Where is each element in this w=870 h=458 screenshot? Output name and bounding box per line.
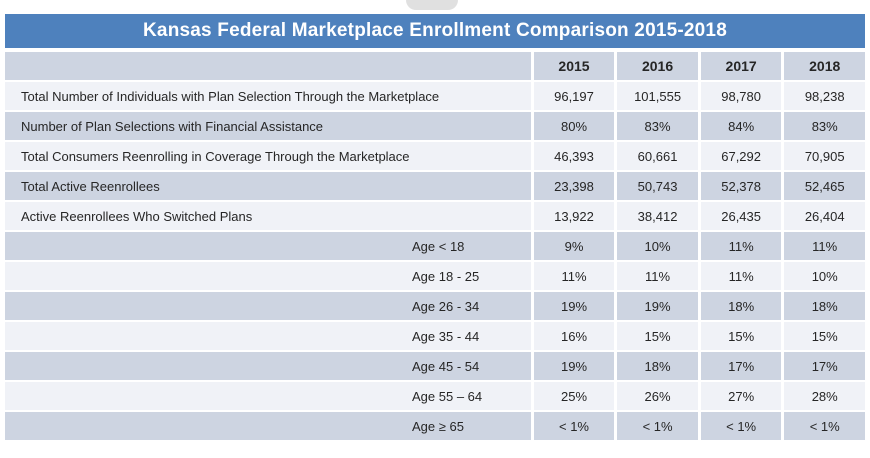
value-cell: < 1% <box>700 412 782 440</box>
value-cell: 11% <box>784 232 865 260</box>
value-cell: 15% <box>700 322 782 350</box>
value-cell: 18% <box>617 352 698 380</box>
value-cell: 84% <box>700 112 782 140</box>
year-header-row: 2015 2016 2017 2018 <box>5 52 865 80</box>
age-row-label: Age 35 - 44 <box>5 322 531 350</box>
value-cell: 46,393 <box>533 142 615 170</box>
value-cell: 11% <box>617 262 698 290</box>
background-artifact <box>406 0 458 10</box>
table-row: Age 55 – 64 25% 26% 27% 28% <box>5 382 865 410</box>
metric-row-label: Total Consumers Reenrolling in Coverage … <box>5 142 531 170</box>
year-header-2015: 2015 <box>533 52 615 80</box>
metric-row-label: Total Active Reenrollees <box>5 172 531 200</box>
metric-row-label: Active Reenrollees Who Switched Plans <box>5 202 531 230</box>
age-row-label: Age 55 – 64 <box>5 382 531 410</box>
enrollment-comparison-table: 2015 2016 2017 2018 Total Number of Individ… <box>2 50 868 442</box>
table-row: Total Consumers Reenrolling in Coverage … <box>5 142 865 170</box>
value-cell: 11% <box>700 232 782 260</box>
table-row: Total Active Reenrollees 23,398 50,743 52,3… <box>5 172 865 200</box>
table-row: Active Reenrollees Who Switched Plans 13,… <box>5 202 865 230</box>
value-cell: 70,905 <box>784 142 865 170</box>
table-row: Age 45 - 54 19% 18% 17% 17% <box>5 352 865 380</box>
value-cell: 19% <box>617 292 698 320</box>
age-row-label: Age 45 - 54 <box>5 352 531 380</box>
value-cell: 50,743 <box>617 172 698 200</box>
value-cell: 96,197 <box>533 82 615 110</box>
value-cell: 60,661 <box>617 142 698 170</box>
value-cell: 38,412 <box>617 202 698 230</box>
table-row: Age 26 - 34 19% 19% 18% 18% <box>5 292 865 320</box>
year-header-2017: 2017 <box>700 52 782 80</box>
value-cell: 18% <box>784 292 865 320</box>
metric-row-label: Total Number of Individuals with Plan Se… <box>5 82 531 110</box>
value-cell: 16% <box>533 322 615 350</box>
value-cell: 26% <box>617 382 698 410</box>
value-cell: 11% <box>533 262 615 290</box>
table-row: Number of Plan Selections with Financial… <box>5 112 865 140</box>
value-cell: 98,238 <box>784 82 865 110</box>
value-cell: 9% <box>533 232 615 260</box>
value-cell: 83% <box>617 112 698 140</box>
value-cell: 10% <box>784 262 865 290</box>
table-body: Total Number of Individuals with Plan Se… <box>5 82 865 440</box>
value-cell: 27% <box>700 382 782 410</box>
value-cell: 19% <box>533 352 615 380</box>
value-cell: 18% <box>700 292 782 320</box>
table-row: Age 35 - 44 16% 15% 15% 15% <box>5 322 865 350</box>
value-cell: 67,292 <box>700 142 782 170</box>
value-cell: 17% <box>700 352 782 380</box>
table-row: Age ≥ 65 < 1% < 1% < 1% < 1% <box>5 412 865 440</box>
value-cell: 52,465 <box>784 172 865 200</box>
value-cell: 23,398 <box>533 172 615 200</box>
value-cell: 10% <box>617 232 698 260</box>
value-cell: 11% <box>700 262 782 290</box>
value-cell: < 1% <box>784 412 865 440</box>
value-cell: 26,435 <box>700 202 782 230</box>
year-header-2016: 2016 <box>617 52 698 80</box>
age-row-label: Age ≥ 65 <box>5 412 531 440</box>
age-row-label: Age < 18 <box>5 232 531 260</box>
metric-row-label: Number of Plan Selections with Financial… <box>5 112 531 140</box>
value-cell: 80% <box>533 112 615 140</box>
value-cell: 13,922 <box>533 202 615 230</box>
value-cell: 17% <box>784 352 865 380</box>
value-cell: < 1% <box>617 412 698 440</box>
value-cell: 25% <box>533 382 615 410</box>
value-cell: 28% <box>784 382 865 410</box>
age-row-label: Age 26 - 34 <box>5 292 531 320</box>
value-cell: < 1% <box>533 412 615 440</box>
year-header-2018: 2018 <box>784 52 865 80</box>
value-cell: 98,780 <box>700 82 782 110</box>
table-row: Total Number of Individuals with Plan Se… <box>5 82 865 110</box>
value-cell: 101,555 <box>617 82 698 110</box>
table-row: Age 18 - 25 11% 11% 11% 10% <box>5 262 865 290</box>
value-cell: 15% <box>784 322 865 350</box>
value-cell: 19% <box>533 292 615 320</box>
table-title-bar: Kansas Federal Marketplace Enrollment Co… <box>5 14 865 48</box>
value-cell: 83% <box>784 112 865 140</box>
value-cell: 15% <box>617 322 698 350</box>
page-title: Kansas Federal Marketplace Enrollment Co… <box>143 20 727 41</box>
value-cell: 26,404 <box>784 202 865 230</box>
age-row-label: Age 18 - 25 <box>5 262 531 290</box>
value-cell: 52,378 <box>700 172 782 200</box>
table-row: Age < 18 9% 10% 11% 11% <box>5 232 865 260</box>
corner-header-cell <box>5 52 531 80</box>
